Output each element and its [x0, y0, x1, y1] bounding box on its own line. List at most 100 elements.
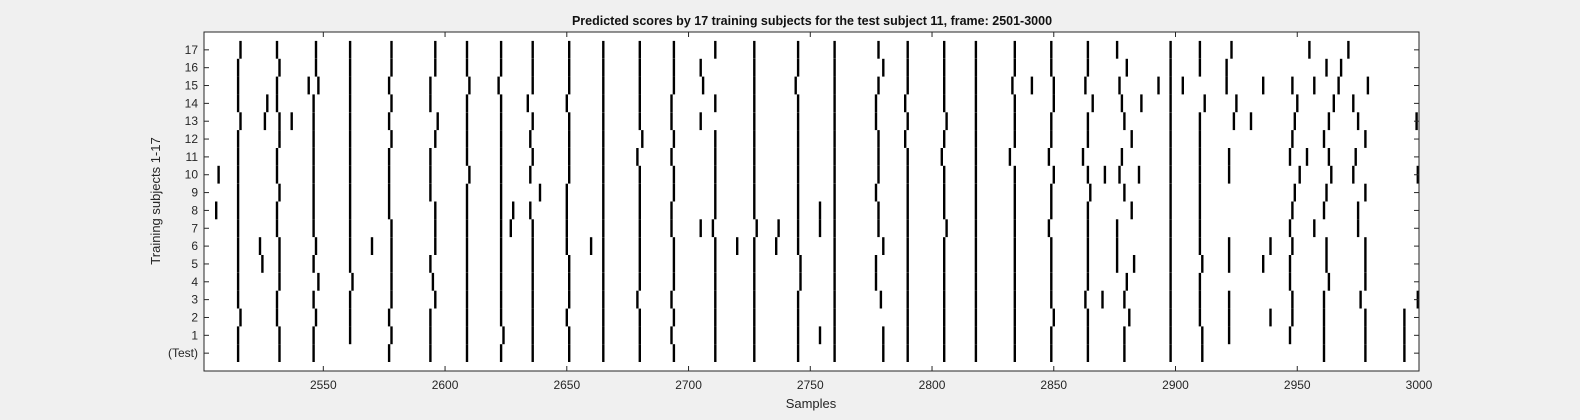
- event-mark: [753, 326, 756, 345]
- event-mark: [1013, 201, 1016, 220]
- event-mark: [387, 201, 391, 220]
- event-mark: [387, 183, 391, 202]
- event-mark: [1081, 148, 1085, 166]
- event-mark: [1086, 201, 1090, 220]
- event-mark: [1232, 112, 1236, 131]
- event-mark: [906, 219, 909, 238]
- event-mark: [499, 219, 503, 238]
- event-mark: [877, 201, 880, 220]
- event-mark: [974, 326, 978, 345]
- event-mark: [1291, 130, 1294, 148]
- event-mark: [1115, 255, 1119, 273]
- event-mark: [1181, 76, 1184, 95]
- x-tick-label: 2650: [553, 378, 580, 392]
- event-mark: [1364, 183, 1367, 202]
- event-mark: [877, 148, 880, 166]
- event-mark: [1130, 130, 1133, 148]
- y-tick-label: 4: [191, 275, 198, 289]
- event-mark: [348, 165, 352, 184]
- event-mark: [974, 183, 978, 202]
- event-mark: [1366, 76, 1370, 95]
- event-mark: [1123, 112, 1126, 131]
- event-mark: [314, 237, 318, 255]
- event-mark: [699, 58, 702, 77]
- event-mark: [818, 201, 822, 220]
- event-mark: [236, 237, 240, 255]
- raster-row: [239, 112, 1418, 131]
- event-mark: [434, 58, 437, 77]
- event-mark: [348, 40, 352, 59]
- event-mark: [1137, 165, 1141, 184]
- event-mark: [699, 112, 702, 131]
- event-mark: [499, 272, 503, 291]
- event-mark: [796, 40, 800, 59]
- event-mark: [1050, 40, 1053, 59]
- event-mark: [1047, 219, 1051, 238]
- event-mark: [1225, 58, 1228, 77]
- event-mark: [1169, 94, 1172, 113]
- event-mark: [387, 308, 391, 327]
- event-mark: [714, 148, 717, 166]
- event-mark: [1086, 130, 1090, 148]
- event-mark: [877, 130, 880, 148]
- event-mark: [1327, 112, 1331, 131]
- event-mark: [943, 183, 946, 202]
- event-mark: [796, 112, 800, 131]
- event-mark: [1288, 272, 1292, 291]
- event-mark: [434, 290, 437, 309]
- event-mark: [906, 58, 909, 77]
- event-mark: [278, 326, 281, 345]
- event-mark: [641, 130, 644, 148]
- event-mark: [753, 272, 756, 291]
- event-mark: [531, 237, 534, 255]
- event-mark: [1364, 326, 1367, 345]
- event-mark: [239, 40, 242, 59]
- event-mark: [317, 76, 320, 95]
- event-mark: [602, 201, 605, 220]
- event-mark: [974, 201, 978, 220]
- event-mark: [1086, 255, 1090, 273]
- y-tick-label: 16: [185, 61, 199, 75]
- event-mark: [348, 148, 352, 166]
- event-mark: [390, 58, 393, 77]
- event-mark: [1227, 237, 1231, 255]
- event-mark: [906, 344, 909, 362]
- event-mark: [1352, 94, 1355, 113]
- event-mark: [531, 272, 534, 291]
- chart-title: Predicted scores by 17 training subjects…: [572, 14, 1052, 28]
- event-mark: [906, 290, 909, 309]
- event-mark: [538, 183, 542, 202]
- event-mark: [945, 219, 948, 238]
- event-mark: [312, 219, 315, 238]
- event-mark: [636, 148, 639, 166]
- event-mark: [568, 272, 571, 291]
- event-mark: [1169, 58, 1172, 77]
- event-mark: [1169, 326, 1172, 345]
- event-mark: [1298, 165, 1301, 184]
- event-mark: [1364, 130, 1367, 148]
- event-mark: [348, 112, 352, 131]
- event-mark: [877, 165, 880, 184]
- event-mark: [711, 219, 715, 238]
- event-mark: [278, 237, 281, 255]
- event-mark: [529, 165, 532, 184]
- event-mark: [278, 112, 281, 131]
- x-tick-label: 2550: [310, 378, 337, 392]
- event-mark: [317, 272, 320, 291]
- y-axis-label: Training subjects 1-17: [148, 137, 163, 264]
- event-mark: [602, 326, 605, 345]
- event-mark: [1198, 112, 1202, 131]
- event-mark: [565, 219, 568, 238]
- event-mark: [833, 165, 836, 184]
- event-mark: [1249, 112, 1253, 131]
- event-mark: [943, 255, 946, 273]
- event-mark: [1120, 94, 1124, 113]
- event-mark: [638, 58, 641, 77]
- event-mark: [1364, 237, 1367, 255]
- event-mark: [312, 201, 315, 220]
- event-mark: [465, 58, 469, 77]
- event-mark: [670, 112, 673, 131]
- event-mark: [943, 165, 946, 184]
- event-mark: [348, 183, 352, 202]
